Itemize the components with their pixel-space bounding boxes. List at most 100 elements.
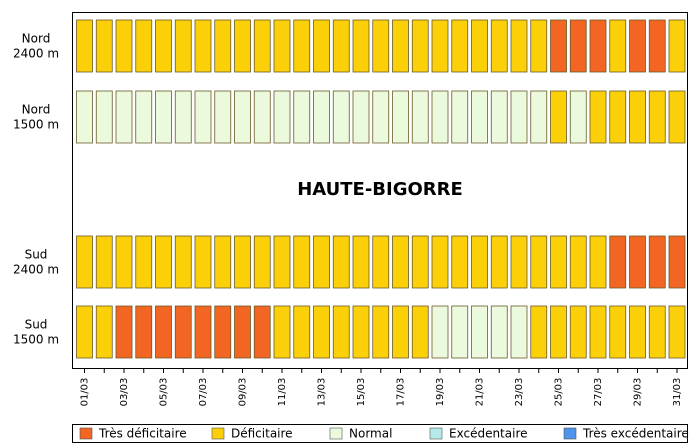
cell [174, 19, 192, 73]
cell [155, 19, 172, 73]
x-tick-label: 23/03 [514, 378, 525, 407]
cell [392, 90, 409, 144]
cell [253, 19, 271, 73]
cell [550, 305, 567, 359]
cell [569, 305, 587, 359]
cell [490, 305, 508, 359]
cell [431, 90, 449, 144]
row-label: Nord [22, 103, 51, 117]
cell [490, 90, 508, 144]
cell [411, 235, 429, 289]
cell [214, 90, 232, 144]
cell [609, 305, 627, 359]
x-tick-label: 27/03 [593, 378, 604, 407]
cell [629, 90, 646, 144]
cell [155, 90, 172, 144]
cell [135, 90, 153, 144]
legend-swatch [563, 427, 577, 440]
cell [352, 19, 370, 73]
cell [293, 19, 311, 73]
row-label: Nord [22, 32, 51, 46]
cell [273, 90, 291, 144]
cell [431, 235, 449, 289]
cell [194, 90, 212, 144]
row-label: Sud [25, 318, 48, 332]
cell [589, 235, 607, 289]
chart-title: HAUTE-BIGORRE [297, 179, 463, 200]
cell [510, 90, 528, 144]
cell [372, 305, 390, 359]
cell [273, 235, 291, 289]
cell [609, 90, 627, 144]
x-tick-label: 05/03 [159, 378, 170, 407]
cell [648, 90, 666, 144]
cell [471, 19, 488, 73]
cell [431, 19, 449, 73]
cell [451, 305, 469, 359]
cell [668, 305, 686, 359]
cell [609, 19, 627, 73]
cell [510, 235, 528, 289]
cell [155, 235, 172, 289]
x-tick-label: 11/03 [277, 378, 288, 407]
cell [668, 235, 686, 289]
cell [313, 90, 330, 144]
cell [115, 235, 133, 289]
cell [352, 90, 370, 144]
cell [609, 235, 627, 289]
row-label: 1500 m [13, 118, 59, 132]
x-tick-label: 09/03 [238, 378, 249, 407]
cell [530, 235, 548, 289]
cell [253, 235, 271, 289]
cell [313, 235, 330, 289]
cell [313, 19, 330, 73]
cell [174, 305, 192, 359]
cell [194, 305, 212, 359]
cell [293, 235, 311, 289]
cell [332, 90, 350, 144]
cell [194, 19, 212, 73]
x-tick-label: 31/03 [672, 378, 683, 407]
cell [490, 235, 508, 289]
cell [451, 235, 469, 289]
legend-label: Excédentaire [449, 427, 528, 441]
cell [115, 90, 133, 144]
cell [135, 305, 153, 359]
cell [352, 305, 370, 359]
cell [76, 19, 93, 73]
x-tick-label: 29/03 [633, 378, 644, 407]
row-label: 2400 m [13, 263, 59, 277]
x-tick-label: 21/03 [475, 378, 486, 407]
cell [214, 305, 232, 359]
cell [392, 305, 409, 359]
cell [95, 235, 113, 289]
cell [569, 235, 587, 289]
cell [411, 305, 429, 359]
cell [332, 305, 350, 359]
cell [569, 90, 587, 144]
x-tick-label: 15/03 [356, 378, 367, 407]
cell [530, 305, 548, 359]
cell [253, 90, 271, 144]
cell [95, 90, 113, 144]
cell [471, 235, 488, 289]
x-tick-label: 17/03 [396, 378, 407, 407]
cell [648, 19, 666, 73]
cell [589, 305, 607, 359]
legend-swatch [329, 427, 343, 440]
cell [451, 19, 469, 73]
plot-frame [72, 12, 688, 369]
cell [332, 235, 350, 289]
x-tick-label: 07/03 [198, 378, 209, 407]
legend-label: Très déficitaire [98, 427, 187, 441]
legend-swatch [211, 427, 225, 440]
cell [95, 305, 113, 359]
cell [174, 235, 192, 289]
x-tick-label: 25/03 [554, 378, 565, 407]
cell [648, 305, 666, 359]
cell [530, 90, 548, 144]
cell [115, 305, 133, 359]
legend-swatch [79, 427, 93, 440]
cell [392, 235, 409, 289]
cell [234, 19, 251, 73]
